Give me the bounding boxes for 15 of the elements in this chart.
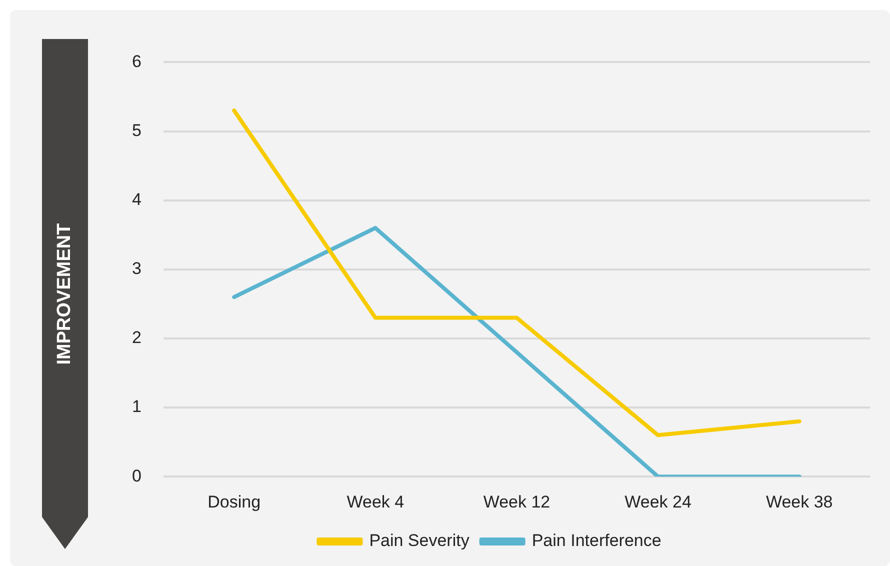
x-tick-label: Week 38 — [766, 492, 833, 512]
legend-label: Pain Interference — [532, 531, 662, 550]
y-tick-label: 5 — [132, 120, 142, 140]
y-tick-label: 1 — [132, 397, 142, 416]
y-axis-title: IMPROVEMENT — [54, 223, 76, 365]
y-tick-label: 6 — [132, 52, 142, 71]
y-tick-label: 4 — [132, 190, 142, 210]
x-tick-label: Week 24 — [624, 492, 692, 512]
legend-label: Pain Severity — [369, 531, 470, 550]
y-tick-label: 2 — [132, 328, 142, 348]
y-tick-label: 0 — [132, 466, 142, 486]
x-tick-label: Week 12 — [483, 492, 550, 512]
y-tick-label: 3 — [132, 259, 142, 278]
x-tick-label: Week 4 — [346, 492, 404, 512]
x-tick-label: Dosing — [208, 492, 261, 512]
